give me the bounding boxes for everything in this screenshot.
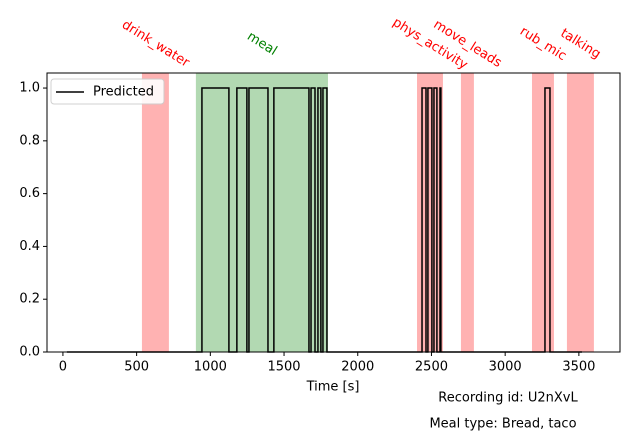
y-tick-label: 0.6 [19,186,40,201]
event-span [141,73,169,352]
x-tick-label: 1000 [194,360,227,375]
event-span [566,73,594,352]
x-tick-label: 2000 [341,360,374,375]
plot-frame [46,72,621,353]
x-tick-label: 1500 [267,360,300,375]
y-tick-label: 0.0 [19,345,40,360]
event-label: rub_mic [517,24,569,64]
y-tick-label: 0.4 [19,239,40,254]
x-tick-label: 3500 [562,360,595,375]
annotation: Recording id: U2nXvL [438,391,578,406]
x-tick-label: 3000 [489,360,522,375]
y-tick-label: 0.8 [19,133,40,148]
event-label: meal [244,29,279,59]
event-label: drink_water [119,17,192,71]
y-tick-label: 0.2 [19,292,40,307]
event-span [531,73,554,352]
legend-box [50,78,165,105]
x-tick-label: 0 [59,360,67,375]
y-tick-label: 1.0 [19,81,40,96]
x-axis-label: Time [s] [306,380,360,395]
annotation: Meal type: Bread, taco [429,417,576,432]
x-tick-label: 500 [124,360,149,375]
legend-label: Predicted [93,85,154,100]
event-span [417,73,443,352]
event-span [195,73,328,352]
x-tick-label: 2500 [415,360,448,375]
event-span [460,73,474,352]
